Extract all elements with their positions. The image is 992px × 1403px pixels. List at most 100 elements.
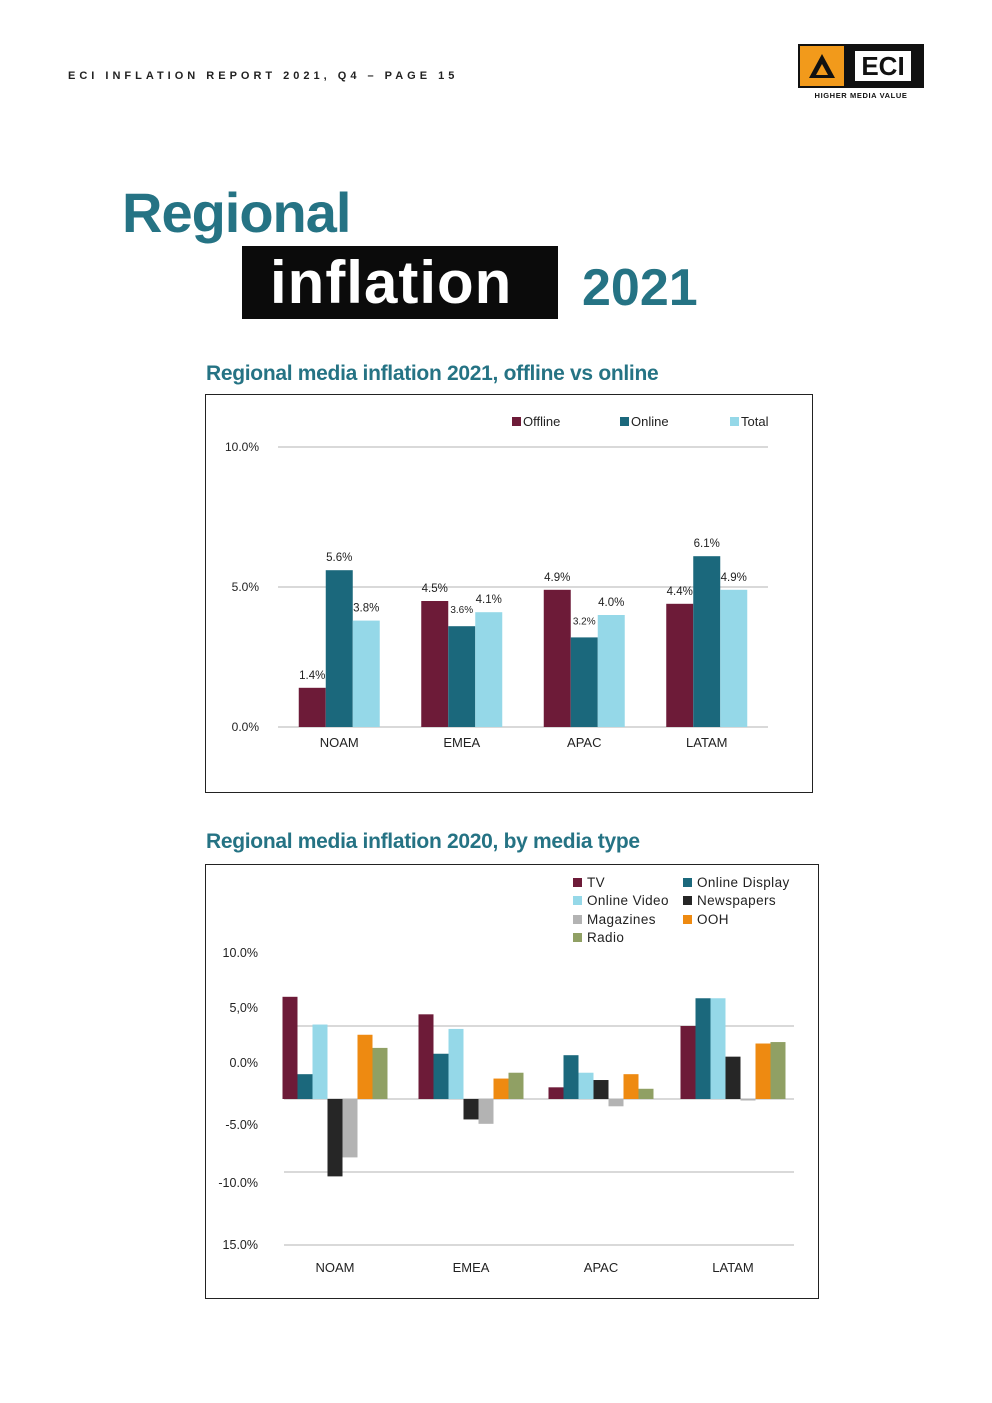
legend-label: Radio [587, 930, 624, 945]
bar [312, 1024, 328, 1099]
y-tick-label: 15.0% [223, 1238, 258, 1252]
bar [325, 570, 353, 727]
data-label: 4.4% [667, 586, 693, 598]
data-label: 1.4% [299, 670, 325, 682]
legend-label: Magazines [587, 912, 656, 927]
bar [448, 1028, 464, 1099]
legend-swatch [683, 915, 692, 924]
x-tick-label: EMEA [453, 1260, 490, 1275]
data-label: 4.1% [476, 594, 502, 606]
bar [710, 998, 726, 1099]
legend-label: Newspapers [697, 893, 776, 908]
x-tick-label: APAC [584, 1260, 618, 1275]
legend-label: Online Video [587, 893, 669, 908]
bar [770, 1042, 786, 1099]
bar [493, 1078, 509, 1099]
page-title-line2: inflation [270, 249, 513, 316]
chart2-svg: 10.0% 5,0% 0.0% -5.0% -10.0% 15.0% TV Online Di… [218, 875, 794, 1275]
legend-label: OOH [697, 912, 729, 927]
data-label: 6.1% [694, 538, 720, 550]
bar [680, 1026, 696, 1099]
y-tick-label: 0.0% [230, 1056, 259, 1070]
bar [282, 996, 298, 1099]
bar [597, 615, 625, 727]
data-label: 4.9% [721, 572, 747, 584]
legend-label: Online [631, 414, 669, 429]
chart1-svg: 0.0% 5.0% 10.0% Offline Online Total NOAM 1.4% 5… [225, 414, 769, 750]
chart2-frame: 10.0% 5,0% 0.0% -5.0% -10.0% 15.0% TV Online Di… [205, 864, 819, 1299]
data-label: 5.6% [326, 552, 352, 564]
bar [342, 1099, 358, 1158]
bar [327, 1099, 343, 1177]
chart1-frame: 0.0% 5.0% 10.0% Offline Online Total NOAM 1.4% 5… [205, 394, 813, 793]
data-label: 4.0% [598, 597, 624, 609]
data-label: 3.2% [573, 616, 596, 627]
bar [372, 1047, 388, 1099]
legend-swatch [620, 417, 629, 426]
legend-swatch [573, 878, 582, 887]
bar [725, 1056, 741, 1099]
bar [421, 601, 449, 727]
bar [693, 556, 721, 727]
legend-swatch [573, 896, 582, 905]
data-label: 3.6% [450, 605, 473, 616]
y-tick-label: 5,0% [230, 1001, 259, 1015]
x-tick-label: NOAM [316, 1260, 355, 1275]
legend-swatch [730, 417, 739, 426]
data-label: 3.8% [353, 603, 379, 615]
page-title-line1: Regional [122, 181, 351, 244]
data-label: 4.5% [422, 583, 448, 595]
bar [578, 1072, 594, 1099]
bar [357, 1034, 373, 1099]
legend-swatch [573, 915, 582, 924]
y-tick-label: 10.0% [225, 440, 259, 454]
x-tick-label: LATAM [686, 735, 727, 750]
legend-label: TV [587, 875, 605, 890]
bar [298, 687, 326, 727]
report-header: ECI INFLATION REPORT 2021, Q4 – PAGE 15 [68, 70, 459, 82]
data-label: 4.9% [544, 572, 570, 584]
bar [570, 637, 598, 727]
chart1-title: Regional media inflation 2021, offline v… [206, 362, 659, 385]
mountain-a-icon [800, 46, 844, 86]
eci-logo: ECI HIGHER MEDIA VALUE [798, 44, 924, 100]
bar [478, 1099, 494, 1124]
legend-swatch [573, 933, 582, 942]
bar [755, 1043, 771, 1099]
bar [475, 612, 503, 727]
page-title-year: 2021 [582, 259, 698, 317]
legend-swatch [683, 878, 692, 887]
bar [720, 589, 748, 727]
bar [563, 1055, 579, 1099]
bar [448, 626, 476, 727]
legend-swatch [512, 417, 521, 426]
legend-label: Online Display [697, 875, 790, 890]
bar [418, 1014, 434, 1099]
bar [543, 589, 571, 727]
bar [740, 1099, 756, 1101]
bar [297, 1074, 313, 1099]
y-tick-label: -10.0% [218, 1176, 258, 1190]
y-tick-label: 0.0% [232, 720, 260, 734]
bar [352, 620, 380, 727]
x-tick-label: NOAM [320, 735, 359, 750]
bar [623, 1074, 639, 1099]
bar [608, 1099, 624, 1107]
x-tick-label: APAC [567, 735, 601, 750]
bar [433, 1053, 449, 1099]
bar [593, 1080, 609, 1099]
chart2-title: Regional media inflation 2020, by media … [206, 830, 640, 853]
bar [638, 1088, 654, 1099]
bar [695, 998, 711, 1099]
y-tick-label: 10.0% [223, 946, 258, 960]
y-tick-label: 5.0% [232, 580, 260, 594]
x-tick-label: LATAM [712, 1260, 753, 1275]
title-highlight-box [242, 246, 558, 319]
logo-tagline: HIGHER MEDIA VALUE [814, 91, 908, 100]
legend-label: Total [741, 414, 769, 429]
legend-label: Offline [523, 414, 560, 429]
legend-swatch [683, 896, 692, 905]
y-tick-label: -5.0% [225, 1118, 258, 1132]
bar [666, 603, 694, 727]
logo-text: ECI [855, 51, 911, 81]
